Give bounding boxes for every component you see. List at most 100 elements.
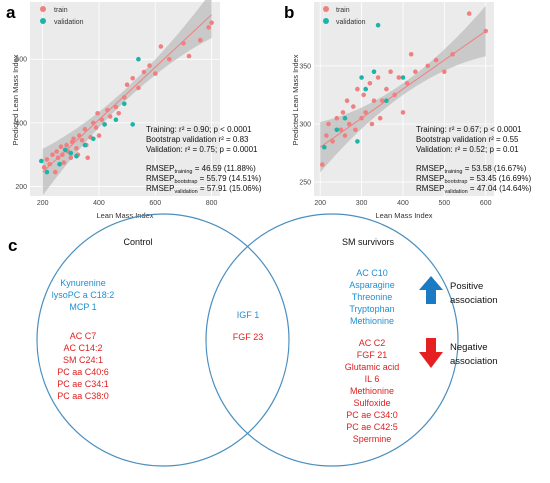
sm-negative-item: Glutamic acid [345,362,400,372]
control-negative-item: PC aa C38:0 [57,391,109,401]
panel-b-ylabel: Predicted Lean Mass Index [291,54,300,145]
negative-label-2: association [450,356,498,367]
x-tick-label: 200 [314,200,326,207]
train-point [116,111,121,116]
venn-labels: Kynurenine lysoPC a C18:2 MCP 1 AC C7 AC C14… [52,268,400,444]
train-point [74,146,79,151]
validation-point [62,147,68,153]
train-point [82,126,88,132]
control-negative-item: AC C7 [70,331,97,341]
y-tick-label: 250 [299,180,311,187]
venn-title-sm-survivors: SM survivors [342,237,395,247]
rmsep-line: RMSEPvalidation = 57.91 (15.06%) [146,184,262,195]
train-point [355,86,360,92]
rmsep-line: RMSEPbootstrap = 55.79 (14.51%) [146,174,262,185]
train-point [107,114,113,119]
panel-a-plot [30,0,220,196]
train-point [167,56,172,62]
train-point [198,37,203,43]
stat-line: Validation: r² = 0.52; p = 0.01 [416,145,519,154]
train-point [206,25,211,30]
arrow-down-icon [419,338,443,368]
train-point [334,115,340,121]
train-point [54,149,59,154]
train-point [377,115,383,121]
x-tick-label: 600 [149,200,161,207]
train-point [91,120,96,126]
train-point [93,125,99,130]
y-tick-label: 350 [299,63,311,70]
train-point [330,139,335,144]
fit-line [42,14,212,173]
validation-point [334,127,340,133]
sm-negative-item: IL 6 [365,374,380,384]
train-point [53,169,58,175]
train-point [124,82,130,87]
control-positive-item: lysoPC a C18:2 [52,290,115,300]
train-point [113,104,119,110]
train-point [60,152,65,157]
panel-b-plot [314,2,494,196]
train-point [375,75,381,80]
train-point [363,110,369,115]
arrow-up-icon [419,276,443,304]
train-point [338,127,344,133]
legend-validation-marker [40,18,46,24]
train-point [340,110,346,115]
sm-negative-item: AC C2 [359,338,386,348]
x-tick-label: 500 [439,200,451,207]
venn-title-control: Control [123,237,152,247]
sm-negative-item: Spermine [353,434,392,444]
sm-positive-item: Tryptophan [349,304,394,314]
train-point [320,162,325,167]
x-tick-label: 300 [356,200,368,207]
panel-b-stats: Training: r² = 0.67; p < 0.0001 Bootstra… [416,125,532,195]
validation-point [57,161,62,167]
validation-point [113,117,119,122]
train-point [147,63,152,68]
train-point [44,157,50,162]
train-point [41,165,47,170]
sm-negative-item: PC ae C42:5 [346,422,398,432]
train-point [442,69,447,74]
train-point [425,63,431,69]
legend-train-marker [323,6,329,12]
train-point [99,117,105,122]
validation-point [384,98,389,103]
validation-point [74,153,79,159]
panel-b-letter: b [284,3,294,22]
train-point [466,11,472,16]
panel-a-stats: Training: r² = 0.90; p < 0.0001 Bootstra… [146,125,262,195]
legend-validation-marker [323,18,329,24]
control-positive-item: Kynurenine [60,278,106,288]
rmsep-line: RMSEPbootstrap = 53.45 (16.69%) [416,174,532,185]
train-point [71,136,76,142]
positive-label: Positive [450,281,483,292]
train-point [326,121,331,127]
train-point [58,144,64,149]
shared-negative-item: FGF 23 [233,332,264,342]
shared-positive-item: IGF 1 [237,310,260,320]
train-point [342,133,348,138]
validation-point [371,69,377,74]
validation-point [322,144,327,150]
sm-negative-item: Sulfoxide [353,398,390,408]
panel-b-legend: train validation [323,6,366,26]
train-point [141,69,147,75]
train-point [153,71,158,76]
train-point [408,52,414,57]
x-tick-label: 800 [206,200,218,207]
control-positive-item: MCP 1 [69,302,96,312]
y-tick-label: 300 [299,121,311,128]
sm-positive-item: Threonine [352,292,393,302]
validation-point [363,86,369,92]
panel-a-xlabel: Lean Mass Index [96,211,153,220]
sm-negative-item: FGF 21 [357,350,388,360]
legend-validation-label: validation [336,19,366,26]
train-point [181,41,186,46]
train-point [450,52,455,57]
validation-point [102,122,107,127]
legend-validation-label: validation [54,19,84,26]
train-point [64,142,69,148]
